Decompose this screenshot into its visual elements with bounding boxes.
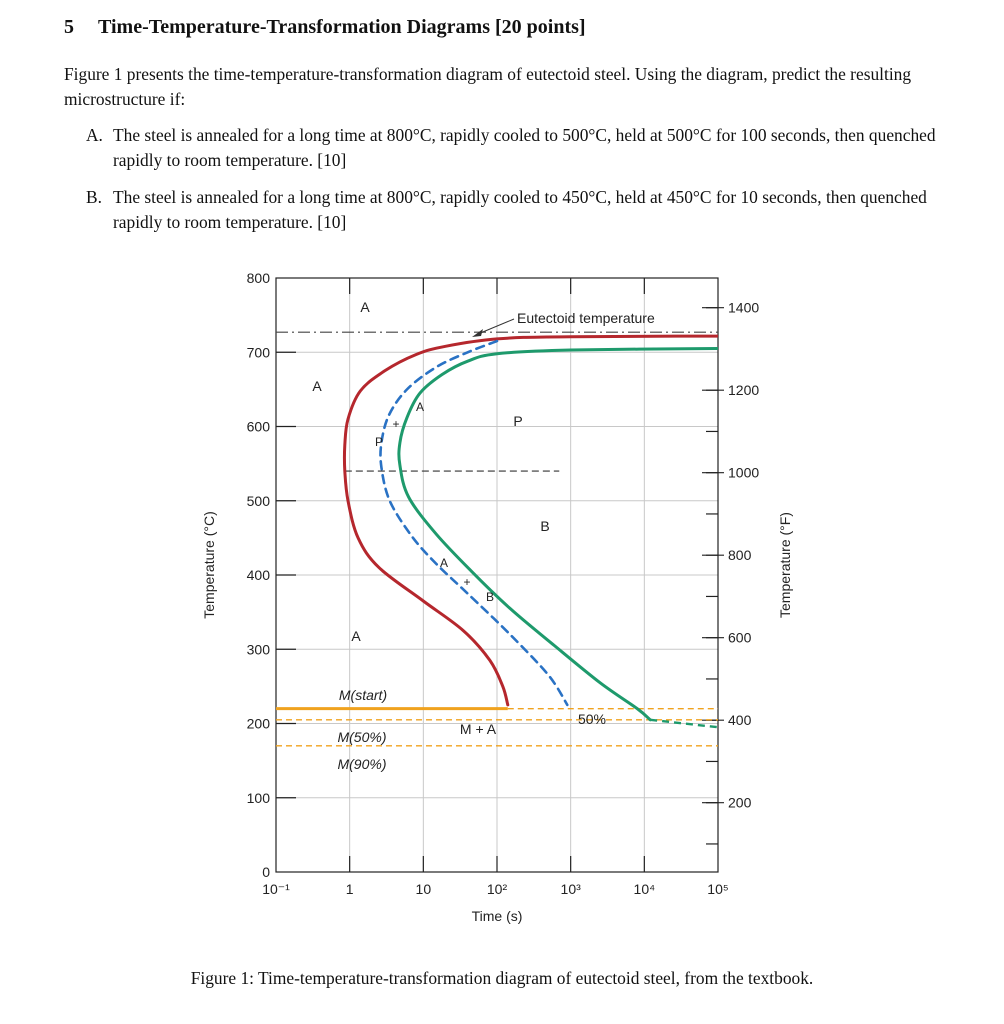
y-right-tick-label-1200: 1200: [728, 382, 759, 398]
y-tick-label-0: 0: [262, 864, 270, 880]
region-label-b: B: [540, 518, 549, 534]
part-b-label: B.: [86, 187, 102, 207]
y-tick-label-100: 100: [247, 790, 271, 806]
y-right-axis-title: Temperature (°F): [777, 512, 793, 618]
question-part-b: B. The steel is annealed for a long time…: [86, 185, 936, 234]
part-b-text: The steel is annealed for a long time at…: [113, 187, 927, 232]
part-a-text: The steel is annealed for a long time at…: [113, 125, 936, 170]
label-m-90: M(90%): [337, 756, 386, 772]
intro-paragraph: Figure 1 presents the time-temperature-t…: [64, 64, 912, 109]
y-right-tick-label-600: 600: [728, 630, 752, 646]
region-label-a-mid: A: [416, 400, 424, 414]
y-right-tick-label-1000: 1000: [728, 465, 759, 481]
y-right-tick-label-400: 400: [728, 712, 752, 728]
y-right-tick-label-800: 800: [728, 547, 752, 563]
grid: [276, 278, 718, 872]
y-tick-label-600: 600: [247, 419, 271, 435]
region-label-m-plus-a: M + A: [460, 721, 497, 737]
reference-lines: [276, 331, 718, 747]
region-label-p: P: [513, 413, 522, 429]
x-axis-title: Time (s): [472, 908, 523, 924]
question-part-a: A. The steel is annealed for a long time…: [86, 123, 936, 172]
y-axis-title: Temperature (°C): [201, 511, 217, 619]
label-m-start: M(start): [339, 687, 387, 703]
y-tick-label-500: 500: [247, 493, 271, 509]
y-tick-label-200: 200: [247, 716, 271, 732]
transformation-curves: [342, 334, 718, 729]
section-heading: 5 Time-Temperature-Transformation Diagram…: [64, 16, 586, 39]
region-label-a-bottom: A: [351, 628, 361, 644]
label-fifty-percent: 50%: [578, 711, 606, 727]
region-label-b-inner: B: [486, 590, 494, 604]
eutectoid-arrowhead: [472, 329, 483, 337]
x-tick-label-6: 10⁵: [707, 881, 728, 897]
ttt-diagram: 10⁻¹ 1 10 10² 10³ 10⁴ 10⁵ 0 100 200 300 400 500 600 70…: [201, 270, 793, 924]
x-tick-label-1: 1: [346, 881, 354, 897]
y-right-tick-label-1400: 1400: [728, 300, 759, 316]
figure-caption: Figure 1: Time-temperature-transformatio…: [190, 968, 814, 988]
eutectoid-label: Eutectoid temperature: [517, 310, 655, 326]
region-label-p-inner: P: [375, 435, 383, 449]
fifty-percent-curve: [379, 339, 569, 707]
region-label-plus-b: +: [463, 575, 470, 589]
eutectoid-arrow-line: [477, 318, 515, 335]
x-tick-label-0: 10⁻¹: [262, 881, 290, 897]
region-label-a-top: A: [360, 299, 370, 315]
section-title: Time-Temperature-Transformation Diagrams…: [98, 16, 586, 38]
y-tick-label-300: 300: [247, 641, 271, 657]
y-tick-label-400: 400: [247, 567, 271, 583]
region-label-a-lower: A: [440, 556, 448, 570]
section-number: 5: [64, 16, 74, 38]
start-curve: [342, 334, 718, 707]
y-right-tick-label-200: 200: [728, 795, 752, 811]
y-tick-label-800: 800: [247, 270, 271, 286]
x-tick-label-3: 10²: [487, 881, 508, 897]
region-label-plus-p: +: [392, 417, 399, 431]
x-tick-label-5: 10⁴: [634, 881, 656, 897]
label-m-50: M(50%): [337, 729, 386, 745]
region-label-a-left: A: [312, 378, 322, 394]
axis-ticks: 10⁻¹ 1 10 10² 10³ 10⁴ 10⁵ 0 100 200 300 400 500 600 70…: [247, 270, 760, 897]
y-tick-label-700: 700: [247, 344, 271, 360]
x-tick-label-2: 10: [416, 881, 432, 897]
part-a-label: A.: [86, 125, 103, 145]
x-tick-label-4: 10³: [561, 881, 582, 897]
finish-curve: [397, 347, 718, 722]
